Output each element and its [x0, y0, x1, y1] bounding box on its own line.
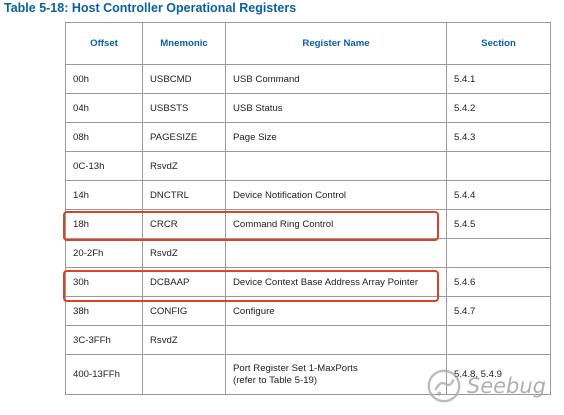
cell-offset: 38h — [65, 296, 143, 326]
cell-register-name: Port Register Set 1-MaxPorts (refer to T… — [225, 354, 447, 395]
cell-mnemonic: DCBAAP — [142, 267, 226, 297]
table-row: 08h PAGESIZE Page Size 5.4.3 — [65, 122, 551, 152]
cell-register-name: Device Notification Control — [225, 180, 447, 210]
cell-section: 5.4.4 — [446, 180, 551, 210]
cell-section: 5.4.1 — [446, 64, 551, 94]
table-row: 3C-3FFh RsvdZ — [65, 325, 551, 355]
table-row: 04h USBSTS USB Status 5.4.2 — [65, 93, 551, 123]
watermark-text: Seebug — [466, 374, 546, 398]
register-name-line: Port Register Set 1-MaxPorts — [233, 362, 358, 374]
table-row: 30h DCBAAP Device Context Base Address A… — [65, 267, 551, 297]
cell-mnemonic: USBCMD — [142, 64, 226, 94]
column-header-register-name: Register Name — [225, 22, 447, 65]
table-row: 0C-13h RsvdZ — [65, 151, 551, 181]
cell-register-name: USB Command — [225, 64, 447, 94]
column-header-section: Section — [446, 22, 551, 65]
column-header-offset: Offset — [65, 22, 143, 65]
cell-mnemonic: USBSTS — [142, 93, 226, 123]
table-row: 00h USBCMD USB Command 5.4.1 — [65, 64, 551, 94]
cell-section: 5.4.8, 5.4.9 — [446, 354, 551, 395]
cell-section: 5.4.3 — [446, 122, 551, 152]
cell-offset: 3C-3FFh — [65, 325, 143, 355]
cell-offset: 20-2Fh — [65, 238, 143, 268]
table-row: 400-13FFh Port Register Set 1-MaxPorts (… — [65, 354, 551, 395]
cell-register-name: Configure — [225, 296, 447, 326]
cell-mnemonic: CONFIG — [142, 296, 226, 326]
seebug-logo-icon — [427, 369, 461, 403]
cell-offset: 08h — [65, 122, 143, 152]
cell-offset: 30h — [65, 267, 143, 297]
cell-register-name — [225, 151, 447, 181]
watermark: Seebug — [425, 367, 546, 405]
cell-offset: 04h — [65, 93, 143, 123]
registers-table: Offset Mnemonic Register Name Section 00… — [65, 22, 551, 395]
cell-mnemonic: PAGESIZE — [142, 122, 226, 152]
cell-register-name — [225, 325, 447, 355]
table-row: 20-2Fh RsvdZ — [65, 238, 551, 268]
cell-section — [446, 151, 551, 181]
cell-mnemonic: RsvdZ — [142, 238, 226, 268]
cell-register-name: Page Size — [225, 122, 447, 152]
cell-offset: 14h — [65, 180, 143, 210]
cell-offset: 18h — [65, 209, 143, 239]
table-row: 38h CONFIG Configure 5.4.7 — [65, 296, 551, 326]
cell-mnemonic: RsvdZ — [142, 151, 226, 181]
cell-register-name — [225, 238, 447, 268]
cell-mnemonic: CRCR — [142, 209, 226, 239]
cell-section: 5.4.2 — [446, 93, 551, 123]
column-header-mnemonic: Mnemonic — [142, 22, 226, 65]
cell-mnemonic: DNCTRL — [142, 180, 226, 210]
cell-section — [446, 238, 551, 268]
table-row: 18h CRCR Command Ring Control 5.4.5 — [65, 209, 551, 239]
table-caption: Table 5-18: Host Controller Operational … — [4, 1, 297, 15]
register-name-line: (refer to Table 5-19) — [233, 374, 318, 386]
cell-mnemonic — [142, 354, 226, 395]
cell-mnemonic: RsvdZ — [142, 325, 226, 355]
cell-offset: 400-13FFh — [65, 354, 143, 395]
table-row: 14h DNCTRL Device Notification Control 5… — [65, 180, 551, 210]
cell-register-name: Device Context Base Address Array Pointe… — [225, 267, 447, 297]
cell-section: 5.4.7 — [446, 296, 551, 326]
cell-register-name: Command Ring Control — [225, 209, 447, 239]
table-header-row: Offset Mnemonic Register Name Section — [65, 22, 551, 65]
cell-section — [446, 325, 551, 355]
cell-register-name: USB Status — [225, 93, 447, 123]
cell-offset: 00h — [65, 64, 143, 94]
cell-section: 5.4.5 — [446, 209, 551, 239]
cell-offset: 0C-13h — [65, 151, 143, 181]
cell-section: 5.4.6 — [446, 267, 551, 297]
